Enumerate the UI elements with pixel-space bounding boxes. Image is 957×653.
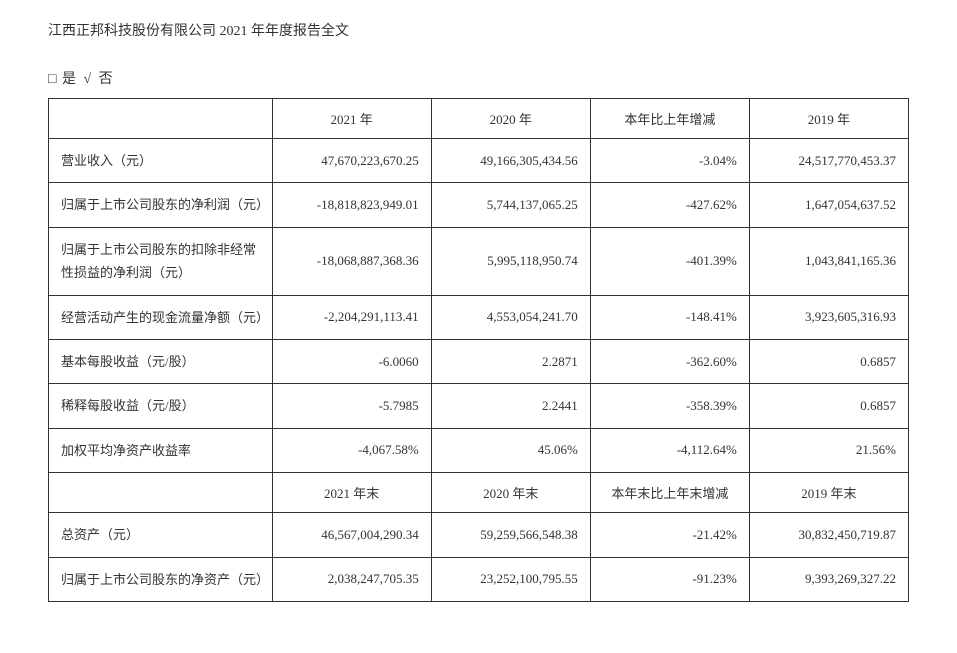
row-value-2020: 59,259,566,548.38 (431, 513, 590, 557)
table-row: 经营活动产生的现金流量净额（元） -2,204,291,113.41 4,553… (49, 295, 909, 339)
row-value-2020: 45.06% (431, 428, 590, 472)
row-value-2019: 24,517,770,453.37 (749, 139, 908, 183)
row-value-2019: 3,923,605,316.93 (749, 295, 908, 339)
row-value-2020: 4,553,054,241.70 (431, 295, 590, 339)
header-2019: 2019 年 (749, 99, 908, 139)
header-2020-end: 2020 年末 (431, 473, 590, 513)
header-blank (49, 99, 273, 139)
row-label: 基本每股收益（元/股） (49, 339, 273, 383)
row-value-2021: -2,204,291,113.41 (272, 295, 431, 339)
yes-checkbox-box: □ (48, 72, 56, 88)
row-value-2021: -6.0060 (272, 339, 431, 383)
header-change-end: 本年末比上年末增减 (590, 473, 749, 513)
table-row: 总资产（元） 46,567,004,290.34 59,259,566,548.… (49, 513, 909, 557)
table-row: 归属于上市公司股东的净资产（元） 2,038,247,705.35 23,252… (49, 557, 909, 601)
row-value-2021: -4,067.58% (272, 428, 431, 472)
row-value-change: -401.39% (590, 227, 749, 295)
table-row: 归属于上市公司股东的扣除非经常性损益的净利润（元） -18,068,887,36… (49, 227, 909, 295)
checkbox-row: □ 是 √ 否 (48, 68, 909, 88)
check-mark: √ (83, 72, 91, 88)
row-value-2020: 2.2441 (431, 384, 590, 428)
row-value-2021: 2,038,247,705.35 (272, 557, 431, 601)
row-label: 归属于上市公司股东的净利润（元） (49, 183, 273, 227)
row-label: 经营活动产生的现金流量净额（元） (49, 295, 273, 339)
row-value-2019: 30,832,450,719.87 (749, 513, 908, 557)
row-value-2019: 9,393,269,327.22 (749, 557, 908, 601)
no-label: 否 (99, 72, 113, 87)
table-row: 归属于上市公司股东的净利润（元） -18,818,823,949.01 5,74… (49, 183, 909, 227)
row-value-2020: 49,166,305,434.56 (431, 139, 590, 183)
row-value-2019: 0.6857 (749, 339, 908, 383)
row-value-2021: -18,818,823,949.01 (272, 183, 431, 227)
table-row: 稀释每股收益（元/股） -5.7985 2.2441 -358.39% 0.68… (49, 384, 909, 428)
row-label: 营业收入（元） (49, 139, 273, 183)
row-value-2020: 2.2871 (431, 339, 590, 383)
yes-label: 是 (62, 72, 76, 87)
table-row: 加权平均净资产收益率 -4,067.58% 45.06% -4,112.64% … (49, 428, 909, 472)
row-value-2020: 5,995,118,950.74 (431, 227, 590, 295)
row-value-change: -362.60% (590, 339, 749, 383)
row-value-2021: -5.7985 (272, 384, 431, 428)
row-label: 归属于上市公司股东的扣除非经常性损益的净利润（元） (49, 227, 273, 295)
header-2019-end: 2019 年末 (749, 473, 908, 513)
header-2021-end: 2021 年末 (272, 473, 431, 513)
row-label: 稀释每股收益（元/股） (49, 384, 273, 428)
row-value-change: -3.04% (590, 139, 749, 183)
row-value-change: -427.62% (590, 183, 749, 227)
row-value-2020: 5,744,137,065.25 (431, 183, 590, 227)
row-value-change: -358.39% (590, 384, 749, 428)
header-change: 本年比上年增减 (590, 99, 749, 139)
row-value-2019: 1,043,841,165.36 (749, 227, 908, 295)
header-blank-2 (49, 473, 273, 513)
row-value-change: -21.42% (590, 513, 749, 557)
row-label: 归属于上市公司股东的净资产（元） (49, 557, 273, 601)
header-2020: 2020 年 (431, 99, 590, 139)
header-2021: 2021 年 (272, 99, 431, 139)
row-value-2020: 23,252,100,795.55 (431, 557, 590, 601)
table-body: 2021 年 2020 年 本年比上年增减 2019 年 营业收入（元） 47,… (49, 99, 909, 602)
row-value-change: -4,112.64% (590, 428, 749, 472)
row-value-2019: 21.56% (749, 428, 908, 472)
financial-table: 2021 年 2020 年 本年比上年增减 2019 年 营业收入（元） 47,… (48, 98, 909, 602)
row-value-2019: 0.6857 (749, 384, 908, 428)
row-value-change: -91.23% (590, 557, 749, 601)
row-value-change: -148.41% (590, 295, 749, 339)
row-value-2021: 47,670,223,670.25 (272, 139, 431, 183)
document-header: 江西正邦科技股份有限公司 2021 年年度报告全文 (48, 20, 909, 40)
row-value-2021: 46,567,004,290.34 (272, 513, 431, 557)
row-label: 总资产（元） (49, 513, 273, 557)
row-value-2021: -18,068,887,368.36 (272, 227, 431, 295)
row-label: 加权平均净资产收益率 (49, 428, 273, 472)
header-row-2: 2021 年末 2020 年末 本年末比上年末增减 2019 年末 (49, 473, 909, 513)
header-row-1: 2021 年 2020 年 本年比上年增减 2019 年 (49, 99, 909, 139)
table-row: 营业收入（元） 47,670,223,670.25 49,166,305,434… (49, 139, 909, 183)
table-row: 基本每股收益（元/股） -6.0060 2.2871 -362.60% 0.68… (49, 339, 909, 383)
row-value-2019: 1,647,054,637.52 (749, 183, 908, 227)
